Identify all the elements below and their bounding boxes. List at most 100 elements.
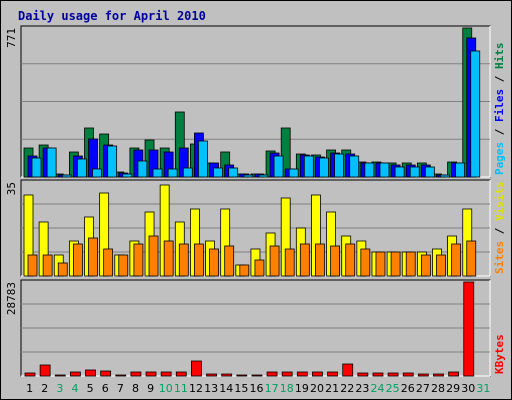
bar-sites-day-7 — [118, 254, 129, 277]
bar-kbytes-day-25 — [387, 372, 399, 377]
bar-kbytes-day-11 — [175, 371, 187, 377]
bar-pages-day-16 — [258, 174, 269, 178]
day-tick-label-5: 5 — [87, 382, 94, 395]
bar-kbytes-day-2 — [39, 364, 51, 377]
bar-sites-day-10 — [163, 240, 174, 277]
bar-sites-day-5 — [88, 237, 98, 277]
bar-sites-day-29 — [451, 243, 462, 277]
bar-pages-day-8 — [137, 160, 148, 178]
day-tick-label-7: 7 — [117, 382, 124, 395]
bar-kbytes-day-16 — [251, 374, 263, 377]
bar-pages-day-3 — [61, 174, 72, 178]
bar-pages-day-29 — [455, 162, 466, 178]
bar-kbytes-day-6 — [100, 370, 112, 377]
bar-pages-day-7 — [122, 173, 133, 178]
bar-pages-day-22 — [349, 155, 360, 178]
bar-sites-day-9 — [148, 235, 159, 277]
day-tick-label-14: 14 — [219, 382, 233, 395]
bar-kbytes-day-20 — [312, 371, 323, 377]
day-tick-label-2: 2 — [41, 382, 48, 395]
bar-kbytes-day-14 — [221, 373, 233, 377]
bar-pages-day-18 — [288, 168, 299, 178]
bar-sites-day-1 — [27, 254, 38, 277]
day-tick-label-23: 23 — [355, 382, 369, 395]
bar-pages-day-17 — [273, 155, 284, 178]
bar-sites-day-4 — [72, 243, 83, 277]
legend-visits: Visits — [493, 181, 506, 221]
day-tick-label-19: 19 — [295, 382, 309, 395]
bar-sites-day-2 — [42, 254, 53, 277]
bar-kbytes-day-9 — [145, 371, 157, 377]
day-tick-label-18: 18 — [280, 382, 294, 395]
bar-kbytes-day-29 — [448, 371, 460, 377]
bar-pages-day-10 — [167, 168, 178, 178]
bar-kbytes-day-5 — [85, 369, 96, 377]
bar-sites-day-24 — [375, 251, 386, 277]
bar-kbytes-day-10 — [160, 371, 172, 377]
bar-sites-day-12 — [194, 243, 204, 277]
legend-label: KBytes — [493, 334, 506, 374]
legend-separator: / — [493, 69, 506, 89]
bar-sites-day-11 — [178, 243, 189, 277]
bar-sites-day-17 — [269, 245, 280, 277]
bar-pages-day-21 — [334, 153, 344, 178]
legend-pages: Pages — [493, 142, 506, 175]
day-tick-label-29: 29 — [446, 382, 460, 395]
day-tick-label-6: 6 — [102, 382, 109, 395]
day-tick-label-15: 15 — [234, 382, 248, 395]
bar-kbytes-day-28 — [433, 373, 444, 377]
bar-sites-day-16 — [254, 259, 265, 277]
bar-kbytes-day-3 — [54, 374, 66, 377]
bar-sites-day-19 — [299, 243, 310, 277]
bar-sites-day-20 — [315, 243, 325, 277]
bar-kbytes-day-27 — [417, 373, 429, 377]
scale-max-label: 35 — [5, 182, 18, 195]
bar-sites-day-18 — [284, 248, 295, 277]
legend-sites: Sites — [493, 241, 506, 274]
day-tick-label-9: 9 — [147, 382, 154, 395]
day-tick-label-13: 13 — [204, 382, 218, 395]
bar-kbytes-day-19 — [296, 371, 308, 377]
day-tick-label-20: 20 — [310, 382, 324, 395]
day-tick-label-24: 24 — [371, 382, 385, 395]
day-tick-label-3: 3 — [56, 382, 63, 395]
bar-pages-day-5 — [92, 168, 102, 178]
chart-title: Daily usage for April 2010 — [18, 9, 206, 23]
day-tick-label-21: 21 — [325, 382, 339, 395]
bar-sites-day-15 — [239, 264, 250, 277]
bar-kbytes-day-18 — [281, 371, 293, 377]
bar-sites-day-27 — [420, 254, 431, 277]
day-tick-label-26: 26 — [401, 382, 415, 395]
bar-kbytes-day-26 — [402, 372, 414, 377]
legend-separator: / — [493, 221, 506, 241]
bar-sites-day-21 — [330, 245, 340, 277]
bar-kbytes-day-21 — [327, 371, 338, 377]
legend-separator: / — [493, 122, 506, 142]
bar-kbytes-day-4 — [69, 371, 81, 377]
bar-sites-day-3 — [57, 262, 68, 277]
bar-pages-day-4 — [76, 158, 87, 178]
bar-pages-day-30 — [470, 50, 481, 178]
bar-pages-day-2 — [46, 147, 57, 178]
scale-max-label: 28783 — [5, 282, 18, 315]
bar-pages-day-15 — [243, 174, 254, 178]
bar-pages-day-23 — [364, 162, 375, 178]
legend-label: Pages / Files / Hits — [493, 43, 506, 176]
bar-kbytes-day-24 — [372, 372, 384, 377]
bar-pages-day-6 — [107, 145, 118, 178]
day-tick-label-12: 12 — [189, 382, 203, 395]
day-tick-label-4: 4 — [71, 382, 78, 395]
bar-kbytes-day-17 — [266, 371, 278, 377]
bar-sites-day-25 — [390, 251, 401, 277]
legend-kbytes: KBytes — [493, 334, 506, 374]
bar-pages-day-1 — [31, 157, 42, 178]
day-tick-label-16: 16 — [250, 382, 264, 395]
bar-sites-day-30 — [466, 240, 477, 277]
bar-pages-day-27 — [424, 166, 435, 178]
bar-pages-day-11 — [182, 167, 193, 178]
day-tick-label-28: 28 — [431, 382, 445, 395]
bar-sites-day-8 — [133, 243, 144, 277]
day-tick-label-30: 30 — [461, 382, 475, 395]
